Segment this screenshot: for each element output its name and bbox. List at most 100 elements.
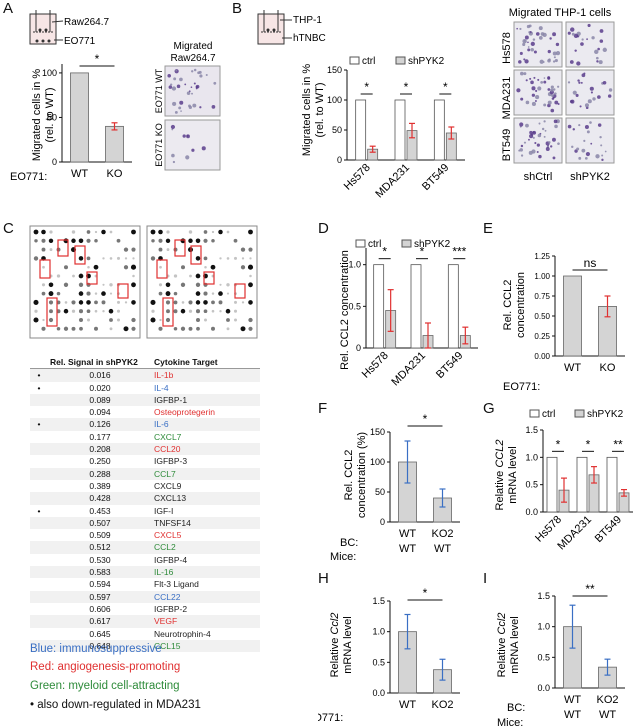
panel-d-legend-swatch-sh bbox=[401, 239, 412, 248]
array-dot bbox=[248, 300, 253, 305]
table-row: 0.428 CXCL13 bbox=[30, 492, 260, 505]
panel-f-sig-label: * bbox=[423, 412, 428, 426]
micrograph-b-cell bbox=[584, 125, 589, 130]
micrograph-b-tile bbox=[565, 117, 615, 164]
micrograph-a-wt-cell bbox=[191, 92, 193, 95]
micrograph-b-cell bbox=[581, 73, 586, 78]
array-dot bbox=[180, 326, 186, 331]
array-dot bbox=[49, 230, 53, 234]
micrograph-b-cell bbox=[571, 145, 574, 149]
panel-g-legend-sh: shPYK2 bbox=[587, 409, 624, 420]
panel-d-bar-ctrl bbox=[447, 264, 459, 349]
array-dot bbox=[188, 238, 193, 244]
micrograph-b-cell bbox=[519, 51, 523, 55]
array-dot bbox=[132, 257, 135, 260]
table-row: • 0.453 IGF-I bbox=[30, 505, 260, 517]
panel-label-a: A bbox=[3, 0, 14, 17]
panel-b-bar-ctrl bbox=[355, 99, 367, 161]
panel-f-xlabel: WT bbox=[399, 528, 416, 540]
micrograph-a-ko-cell bbox=[201, 146, 206, 151]
transwell-schematic-icon bbox=[29, 10, 64, 45]
panel-g-ylabel: Relative CCL2 bbox=[494, 440, 506, 511]
micrograph-b-cell bbox=[537, 78, 540, 81]
panel-a-bar bbox=[70, 72, 89, 163]
table-row: 0.250 IGFBP-3 bbox=[30, 455, 260, 467]
micrograph-b-cell bbox=[567, 31, 571, 35]
panel-d-legend-sh: shPYK2 bbox=[414, 239, 451, 250]
micrograph-b-cell bbox=[572, 128, 576, 131]
array-dot bbox=[86, 300, 91, 305]
micrograph-a-wt-cell bbox=[172, 101, 177, 106]
micrograph-b-cell bbox=[608, 88, 613, 92]
panel-e-ytick-label: 0.75 bbox=[534, 292, 550, 301]
panel-a-xlabel: WT bbox=[71, 168, 88, 180]
panel-e-ytick-label: 1.00 bbox=[534, 272, 550, 281]
micrograph-b-cell bbox=[525, 100, 530, 105]
array-dot bbox=[211, 300, 215, 305]
micrograph-b-tile bbox=[513, 21, 563, 68]
array-dot bbox=[109, 292, 113, 295]
micrograph-b-cell bbox=[528, 31, 531, 34]
array-dot bbox=[150, 317, 156, 323]
panel-a-img-title1: Migrated bbox=[174, 41, 213, 52]
row-dot bbox=[30, 406, 48, 418]
micrograph-b-cell bbox=[523, 72, 527, 76]
array-dot bbox=[180, 265, 186, 270]
panel-b-img-row3: BT549 bbox=[501, 129, 513, 161]
legend-red: Red: angiogenesis-promoting bbox=[30, 661, 181, 673]
micrograph-b-cell bbox=[571, 32, 575, 36]
micrograph-b-cell bbox=[528, 138, 530, 141]
array-dot bbox=[226, 230, 230, 234]
panel-b-legend-ctrl: ctrl bbox=[362, 56, 375, 67]
array-dot bbox=[173, 327, 178, 331]
micrograph-b-cell bbox=[545, 147, 550, 151]
row-target: IL-4 bbox=[154, 382, 169, 393]
array-dot bbox=[210, 264, 216, 270]
micrograph-b-cell bbox=[547, 76, 551, 79]
array-dot bbox=[248, 247, 253, 252]
legend-dot: • also down-regulated in MDA231 bbox=[30, 699, 201, 711]
array-dot bbox=[219, 283, 222, 286]
array-highlight-box bbox=[203, 271, 215, 285]
array-dot bbox=[71, 309, 76, 313]
array-dot bbox=[42, 265, 45, 269]
micrograph-b-cell bbox=[569, 99, 574, 104]
panel-b-legend-sh: shPYK2 bbox=[408, 56, 445, 67]
array-dot bbox=[101, 229, 106, 235]
panel-g-ytick-label: 1.5 bbox=[525, 425, 538, 435]
micrograph-b-cell bbox=[519, 122, 524, 127]
micrograph-a-ko-cell bbox=[172, 160, 176, 164]
array-dot bbox=[188, 300, 193, 305]
array-dot bbox=[131, 317, 136, 323]
array-dot bbox=[49, 248, 53, 252]
micrograph-b-cell bbox=[595, 56, 599, 60]
array-dot bbox=[195, 273, 201, 279]
array-dot bbox=[102, 257, 105, 260]
array-dot bbox=[132, 274, 135, 278]
array-dot bbox=[109, 327, 113, 331]
row-dot bbox=[30, 628, 48, 640]
panel-d-svg: Rel. CCL2 concentration 0 0.5 1.0 * Hs578 * MD… bbox=[339, 239, 478, 388]
array-dot bbox=[116, 318, 121, 322]
micrograph-b-cell bbox=[552, 137, 556, 142]
table-row: 0.177 CXCL7 bbox=[30, 431, 260, 443]
micrograph-b-cell bbox=[597, 47, 600, 51]
array-dot bbox=[195, 291, 201, 296]
array-dot bbox=[158, 283, 163, 287]
micrograph-b-cell bbox=[573, 33, 579, 39]
array-dot bbox=[241, 301, 245, 304]
legend-green: Green: myeloid cell-attracting bbox=[30, 680, 180, 692]
array-dot bbox=[165, 300, 171, 305]
micrograph-a-wt-cell bbox=[195, 87, 198, 90]
micrograph-b-cell bbox=[594, 49, 599, 55]
micrograph-b-cell bbox=[526, 24, 531, 29]
micrograph-b-cell bbox=[569, 60, 574, 64]
array-dot bbox=[165, 282, 171, 288]
micrograph-a-wt-cell bbox=[199, 106, 202, 109]
panel-e-sig-label: ns bbox=[584, 256, 597, 270]
array-dot bbox=[78, 256, 84, 261]
panel-f-ytick-label: 0 bbox=[380, 517, 385, 527]
micrograph-b-cell bbox=[519, 27, 522, 31]
panel-a-condition: EO771: bbox=[10, 171, 47, 183]
panel-f-ytick-label: 150 bbox=[370, 427, 385, 437]
